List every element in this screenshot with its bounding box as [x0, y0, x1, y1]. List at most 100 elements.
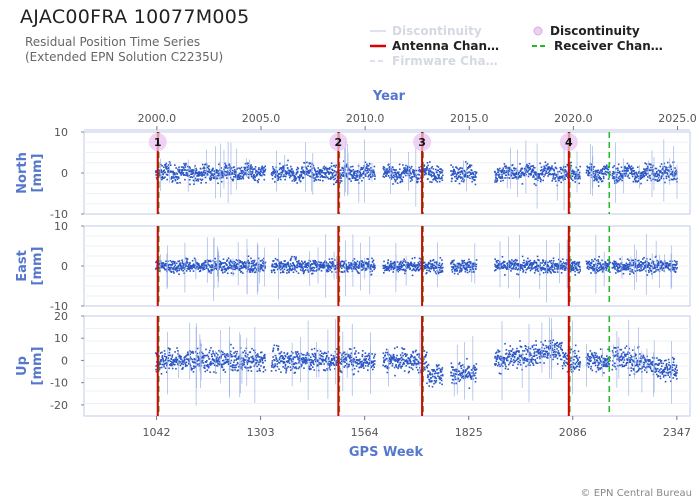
- data-point: [630, 172, 633, 175]
- data-point: [413, 263, 415, 266]
- data-point: [409, 268, 411, 271]
- data-point: [190, 176, 193, 178]
- data-point: [590, 264, 592, 267]
- data-point: [301, 176, 304, 179]
- legend-item-firmware-change[interactable]: Firmware Cha…: [370, 53, 498, 68]
- data-point: [264, 266, 266, 269]
- data-point: [403, 258, 406, 261]
- data-point: [660, 163, 663, 165]
- data-point: [233, 176, 235, 178]
- data-point: [197, 263, 200, 265]
- data-point: [517, 273, 520, 276]
- data-point: [654, 167, 657, 170]
- data-point: [565, 170, 567, 173]
- data-point: [517, 172, 520, 175]
- data-point: [181, 259, 183, 261]
- data-point: [204, 261, 207, 264]
- data-point: [231, 366, 234, 369]
- data-point: [223, 353, 226, 355]
- data-point: [399, 177, 402, 179]
- data-point: [387, 171, 389, 173]
- data-point: [599, 262, 602, 264]
- data-point: [517, 177, 519, 180]
- data-point: [366, 172, 368, 174]
- data-point: [199, 173, 201, 175]
- data-point: [297, 260, 299, 263]
- data-point: [496, 168, 499, 170]
- data-point: [332, 261, 334, 263]
- data-point: [200, 171, 203, 173]
- data-point: [660, 266, 663, 268]
- data-point: [475, 171, 478, 174]
- data-point: [356, 173, 358, 175]
- data-point: [281, 271, 284, 273]
- data-point: [330, 165, 333, 168]
- data-point: [675, 169, 678, 171]
- data-point: [213, 177, 215, 179]
- data-point: [369, 169, 371, 172]
- data-point: [320, 269, 323, 272]
- data-point: [169, 360, 172, 363]
- data-point: [187, 359, 190, 361]
- data-point: [192, 365, 195, 367]
- data-point: [508, 265, 511, 267]
- data-point: [331, 264, 334, 267]
- data-point: [313, 261, 316, 264]
- data-point: [558, 170, 561, 173]
- data-point: [506, 171, 508, 173]
- data-point: [669, 265, 672, 267]
- data-point: [216, 174, 219, 177]
- data-point: [161, 263, 163, 265]
- data-point: [367, 175, 370, 178]
- data-point: [233, 173, 236, 175]
- legend-item-discontinuity-circle[interactable]: Discontinuity: [532, 23, 640, 38]
- data-point: [320, 168, 322, 171]
- data-point: [656, 179, 658, 181]
- legend-item-discontinuity-line[interactable]: Discontinuity: [370, 23, 482, 38]
- data-point: [413, 175, 416, 178]
- data-point: [241, 169, 244, 172]
- legend-item-receiver-change[interactable]: Receiver Chan…: [532, 38, 663, 53]
- data-point: [178, 171, 181, 174]
- legend-item-antenna-change[interactable]: Antenna Chan…: [370, 38, 499, 53]
- data-point: [178, 360, 180, 362]
- data-point: [531, 165, 533, 168]
- data-point: [345, 165, 347, 168]
- data-point: [392, 166, 394, 169]
- data-point: [342, 271, 344, 274]
- data-point: [235, 366, 237, 369]
- data-point: [618, 179, 620, 182]
- data-point: [287, 262, 289, 265]
- data-point: [191, 176, 194, 179]
- data-point: [524, 266, 527, 268]
- data-point: [287, 261, 290, 264]
- data-point: [404, 168, 407, 171]
- data-point: [229, 365, 232, 368]
- data-point: [623, 267, 626, 270]
- data-point: [630, 168, 632, 171]
- data-point: [227, 173, 230, 176]
- data-point: [532, 263, 535, 266]
- data-point: [232, 369, 234, 372]
- data-point: [174, 179, 177, 182]
- data-point: [461, 269, 463, 271]
- data-point: [463, 264, 465, 267]
- data-point: [349, 264, 352, 266]
- data-point: [250, 269, 252, 272]
- data-point: [264, 265, 266, 267]
- data-point: [589, 266, 592, 269]
- data-point: [468, 258, 470, 261]
- data-point: [456, 265, 459, 268]
- data-point: [238, 176, 241, 179]
- data-point: [204, 260, 207, 262]
- data-point: [252, 357, 254, 359]
- data-point: [166, 364, 168, 367]
- data-point: [511, 164, 514, 166]
- data-point: [498, 263, 500, 266]
- data-point: [431, 171, 434, 174]
- data-point: [383, 168, 385, 171]
- data-point: [675, 268, 678, 270]
- data-point: [465, 173, 467, 176]
- data-point: [301, 170, 304, 173]
